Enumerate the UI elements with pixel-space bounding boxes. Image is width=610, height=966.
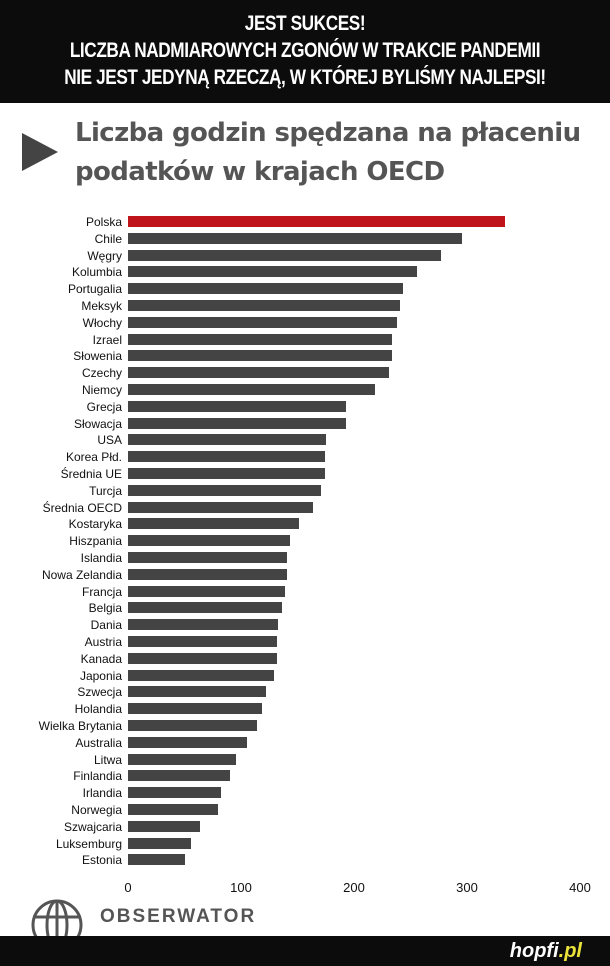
bar-hiszpania bbox=[128, 535, 290, 547]
watermark-name: hopfi bbox=[509, 940, 559, 962]
x-tick-label: 300 bbox=[456, 880, 478, 895]
bar-kolumbia bbox=[128, 266, 418, 278]
x-tick-label: 400 bbox=[569, 880, 591, 895]
category-label: Węgry bbox=[87, 248, 122, 263]
category-label: Norwegia bbox=[71, 803, 122, 817]
bar-francja bbox=[128, 585, 286, 597]
bar-chile bbox=[128, 232, 463, 244]
category-label: Austria bbox=[84, 635, 122, 649]
category-label: Francja bbox=[81, 584, 122, 599]
x-tick-label: 100 bbox=[230, 880, 252, 895]
category-label: Szwajcaria bbox=[63, 819, 122, 834]
bar-irlandia bbox=[128, 787, 221, 799]
bar-belgia bbox=[128, 602, 282, 614]
bar-polska bbox=[128, 216, 506, 227]
globe-logo-icon bbox=[31, 899, 83, 937]
bar-kanada bbox=[128, 652, 278, 664]
category-label: Grecja bbox=[86, 399, 122, 414]
category-label: Luksemburg bbox=[55, 836, 122, 851]
category-label: Turcja bbox=[89, 483, 122, 498]
category-label: Nowa Zelandia bbox=[41, 567, 122, 582]
bar-meksyk bbox=[128, 300, 401, 311]
bar-grecja bbox=[128, 400, 347, 412]
bar-holandia bbox=[128, 703, 263, 715]
category-label: Kostaryka bbox=[68, 517, 122, 532]
bar-litwa bbox=[128, 753, 237, 765]
bar-luksemburg bbox=[128, 837, 192, 849]
bar-wielka-brytania bbox=[128, 720, 257, 731]
bar-średnia-ue bbox=[128, 468, 325, 479]
watermark: hopfi.pl bbox=[510, 940, 582, 963]
watermark-tld: .pl bbox=[558, 940, 582, 962]
bar-islandia bbox=[128, 552, 288, 563]
category-label: Korea Płd. bbox=[65, 450, 122, 465]
category-label: Estonia bbox=[81, 853, 122, 868]
category-label: Holandia bbox=[74, 702, 122, 717]
watermark-bar bbox=[0, 936, 610, 966]
bar-kostaryka bbox=[128, 518, 299, 530]
bar-portugalia bbox=[128, 283, 403, 295]
category-label: Średnia OECD bbox=[42, 500, 122, 515]
bar-słowenia bbox=[128, 350, 393, 362]
category-label: Niemcy bbox=[81, 383, 122, 397]
bar-szwecja bbox=[128, 686, 266, 698]
header-line: LICZBA NADMIAROWYCH ZGONÓW W TRAKCIE PAN… bbox=[69, 39, 541, 62]
category-label: Słowenia bbox=[73, 349, 122, 364]
category-label: Czechy bbox=[81, 366, 122, 381]
bar-dania bbox=[128, 619, 279, 631]
chart-title: Liczba godzin spędzana na płaceniu podat… bbox=[75, 118, 581, 187]
category-label: Japonia bbox=[79, 668, 122, 683]
x-tick-label: 200 bbox=[343, 880, 365, 895]
play-triangle-icon bbox=[22, 133, 58, 171]
bar-estonia bbox=[128, 854, 185, 866]
category-label: Szwecja bbox=[77, 685, 122, 700]
bar-nowa-zelandia bbox=[128, 568, 288, 580]
category-label: Wielka Brytania bbox=[38, 719, 122, 733]
category-label: Finlandia bbox=[73, 769, 122, 784]
bar-korea-płd- bbox=[128, 451, 325, 463]
category-label: Australia bbox=[75, 735, 122, 750]
bar-turcja bbox=[128, 484, 322, 496]
category-label: Litwa bbox=[93, 752, 122, 767]
bar-szwajcaria bbox=[128, 820, 201, 832]
bar-średnia-oecd bbox=[128, 501, 314, 513]
category-label: Dania bbox=[90, 618, 122, 633]
bar-japonia bbox=[128, 669, 274, 681]
x-tick-label: 0 bbox=[124, 880, 132, 895]
meme-header: JEST SUKCES! LICZBA NADMIAROWYCH ZGONÓW … bbox=[0, 0, 610, 103]
bar-austria bbox=[128, 636, 278, 647]
category-label: Izrael bbox=[92, 332, 122, 347]
category-label: Chile bbox=[94, 231, 122, 246]
bar-finlandia bbox=[128, 770, 230, 782]
category-label: Polska bbox=[85, 215, 122, 229]
logo-text: OBSERWATOR bbox=[100, 906, 257, 927]
category-label: Włochy bbox=[82, 315, 122, 330]
header-line: JEST SUKCES! bbox=[244, 12, 366, 35]
category-label: Irlandia bbox=[82, 786, 122, 801]
category-label: Portugalia bbox=[67, 282, 122, 297]
bar-włochy bbox=[128, 316, 397, 328]
bar-izrael bbox=[128, 333, 393, 345]
category-label: Meksyk bbox=[81, 299, 122, 313]
category-label: Kolumbia bbox=[71, 265, 122, 280]
bar-czechy bbox=[128, 367, 390, 379]
bar-słowacja bbox=[128, 417, 347, 429]
bar-węgry bbox=[128, 249, 441, 261]
category-label: Islandia bbox=[80, 551, 122, 565]
category-label: Kanada bbox=[80, 651, 122, 666]
bar-niemcy bbox=[128, 384, 376, 395]
category-label: Słowacja bbox=[73, 416, 122, 431]
category-label: Hiszpania bbox=[69, 534, 122, 549]
category-label: Średnia UE bbox=[60, 467, 122, 481]
category-label: USA bbox=[97, 433, 122, 448]
category-label: Belgia bbox=[88, 601, 122, 616]
bar-norwegia bbox=[128, 804, 219, 815]
header-line: NIE JEST JEDYNĄ RZECZĄ, W KTÓREJ BYLIŚMY… bbox=[64, 66, 546, 89]
bar-usa bbox=[128, 434, 326, 446]
bar-australia bbox=[128, 736, 247, 748]
